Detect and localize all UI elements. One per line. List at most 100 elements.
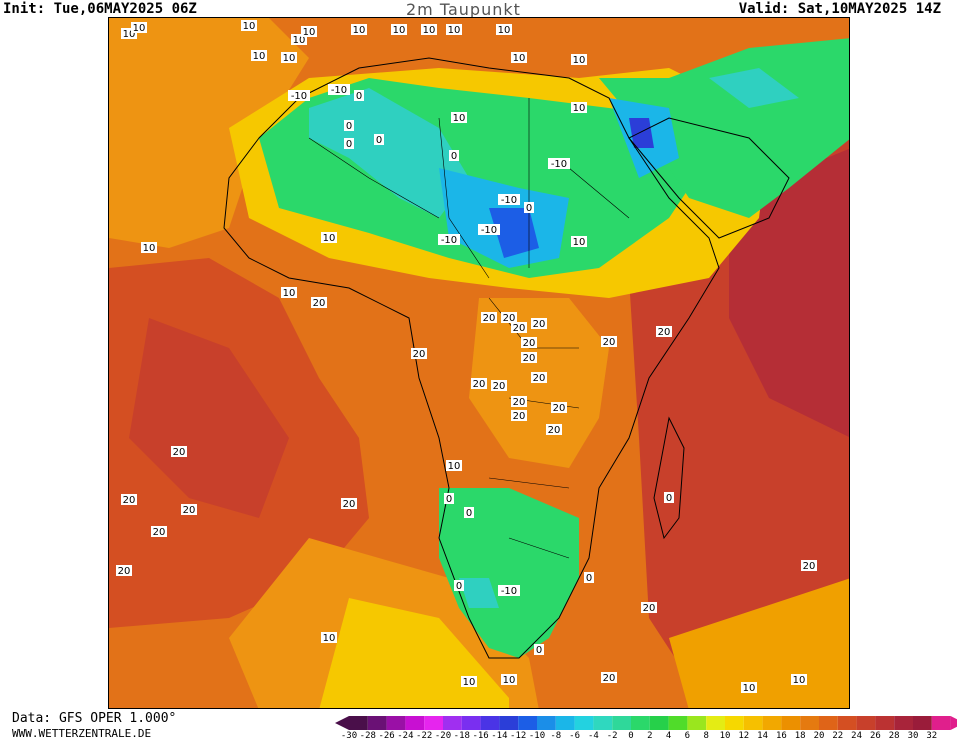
contour-label: 10 — [501, 674, 517, 686]
contour-label-text: 10 — [323, 633, 336, 644]
legend-tick-label: 4 — [665, 731, 672, 741]
legend-swatch — [443, 716, 462, 730]
contour-label: 0 — [464, 507, 474, 519]
contour-label: 20 — [171, 446, 187, 458]
contour-label: 0 — [454, 580, 464, 592]
contour-label: 0 — [374, 134, 384, 146]
contour-label: 0 — [524, 202, 534, 214]
valid-time: Valid: Sat,10MAY2025 14Z — [738, 1, 941, 17]
legend-swatch — [555, 716, 575, 730]
field-plus22-atlantic — [129, 318, 289, 518]
africa-coastline — [223, 57, 720, 659]
field-plus16-nw — [109, 18, 309, 248]
legend-tick-label: 20 — [813, 731, 825, 741]
contour-label: 20 — [501, 312, 517, 324]
contour-label-text: 10 — [243, 21, 256, 32]
contour-label: 10 — [241, 20, 257, 32]
contour-label-text: 10 — [503, 675, 516, 686]
contour-label-text: 0 — [356, 91, 362, 102]
legend-tick-label: 26 — [869, 731, 881, 741]
contour-label: 10 — [496, 24, 512, 36]
legend-swatch — [631, 716, 650, 730]
legend-swatch — [612, 716, 631, 730]
contour-label: 10 — [511, 52, 527, 64]
legend-swatch — [762, 716, 782, 730]
legend-tick-label: 16 — [775, 731, 787, 741]
contour-label: -10 — [548, 158, 570, 170]
contour-label-text: 20 — [513, 397, 526, 408]
contour-label: 20 — [521, 352, 537, 364]
contour-label: 20 — [151, 526, 167, 538]
contour-label-text: 0 — [346, 139, 352, 150]
contour-label-text: 10 — [453, 113, 466, 124]
contour-label: 10 — [791, 674, 807, 686]
legend-tick-label: 32 — [926, 731, 938, 741]
legend-swatch — [837, 716, 857, 730]
legend-tick-label: -30 — [340, 731, 358, 741]
contour-label-text: 20 — [313, 298, 326, 309]
contour-label-text: 20 — [553, 403, 566, 414]
contour-label-text: 10 — [283, 53, 296, 64]
contour-label-text: 0 — [536, 645, 542, 656]
contour-label-text: 10 — [303, 27, 316, 38]
legend-arrow-right — [950, 716, 957, 730]
contour-label-text: 0 — [446, 494, 452, 505]
contour-label-text: 10 — [793, 675, 806, 686]
legend-tick-label: -8 — [550, 731, 562, 741]
legend-tick-label: -14 — [491, 731, 508, 741]
legend-swatch — [349, 716, 368, 730]
legend-tick-label: 28 — [888, 731, 900, 741]
legend-swatch — [894, 716, 913, 730]
contour-label: 10 — [446, 24, 462, 36]
legend-tick-label: -10 — [528, 731, 546, 741]
contour-label-text: 10 — [293, 35, 306, 46]
contour-label-text: -10 — [291, 91, 307, 102]
color-legend — [335, 716, 957, 730]
contour-label-text: -10 — [551, 159, 567, 170]
contour-label-text: 20 — [493, 381, 506, 392]
contour-label: 10 — [321, 232, 337, 244]
contour-label-text: 10 — [498, 25, 511, 36]
contour-label: 0 — [534, 644, 544, 656]
legend-tick-label: 2 — [647, 731, 653, 741]
dewpoint-map: 10 10 10 10 10 10 10 10 10 10 10 10 10 10 -10 -10 0 0 0 0 10… — [108, 17, 850, 709]
contour-label-text: 20 — [503, 313, 516, 324]
legend-swatch — [668, 716, 688, 730]
legend-swatch — [913, 716, 932, 730]
legend-swatch — [781, 716, 801, 730]
contour-label-text: 20 — [548, 425, 561, 436]
contour-label-text: -10 — [501, 195, 517, 206]
contour-label-text: -10 — [481, 225, 497, 236]
contour-label: 20 — [181, 504, 197, 516]
contour-label: 10 — [421, 24, 437, 36]
legend-tick-label: -28 — [359, 731, 376, 741]
init-time: Init: Tue,06MAY2025 06Z — [3, 1, 197, 17]
legend-swatch — [687, 716, 707, 730]
contour-label: 20 — [531, 372, 547, 384]
contour-label-text: 10 — [423, 25, 436, 36]
contour-label-text: 20 — [483, 313, 496, 324]
field-minus14-arabia — [629, 118, 654, 148]
contour-label-text: 20 — [123, 495, 136, 506]
contour-label: 20 — [521, 337, 537, 349]
contour-label-text: 20 — [533, 373, 546, 384]
contour-label-text: 10 — [513, 53, 526, 64]
contour-label-text: 20 — [658, 327, 671, 338]
field-zero-arabia — [599, 38, 849, 218]
contour-label: 20 — [341, 498, 357, 510]
contour-label-text: 20 — [473, 379, 486, 390]
legend-tick-label: -18 — [453, 731, 470, 741]
contour-label-text: 20 — [803, 561, 816, 572]
contour-label: 10 — [251, 50, 267, 62]
contour-label: -10 — [328, 84, 350, 96]
contour-label: 0 — [444, 493, 454, 505]
contour-label-text: -10 — [331, 85, 347, 96]
legend-tick-label: -24 — [397, 731, 414, 741]
contour-label-text: -10 — [501, 586, 517, 597]
contour-label-text: 20 — [513, 411, 526, 422]
contour-label: 0 — [584, 572, 594, 584]
contour-label: 10 — [571, 236, 587, 248]
contour-label-text: 20 — [523, 353, 536, 364]
contour-label-text: 10 — [463, 677, 476, 688]
contour-label: 10 — [741, 682, 757, 694]
